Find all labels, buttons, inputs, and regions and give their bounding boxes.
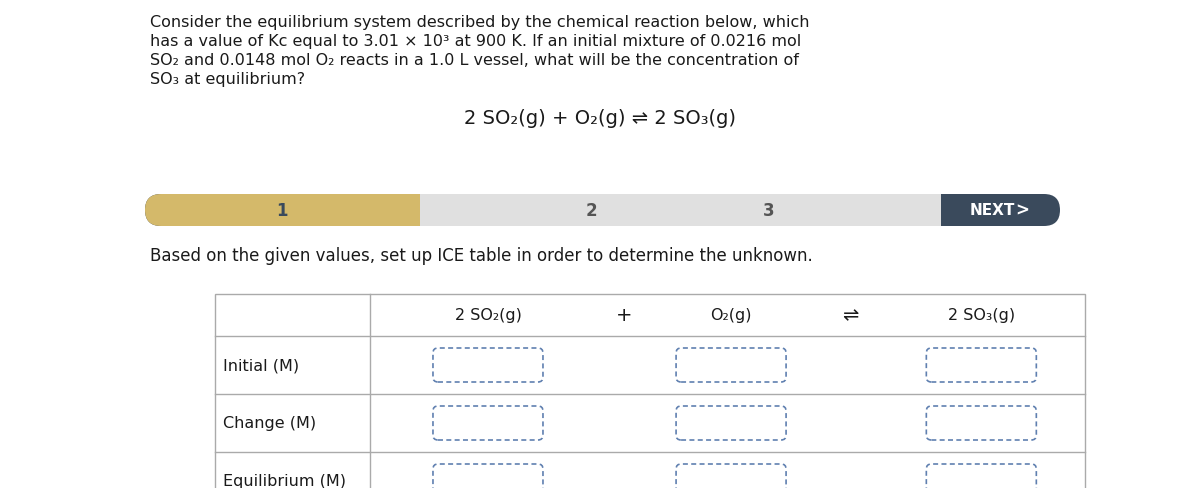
Text: ⇌: ⇌ [842, 306, 859, 325]
Text: 1: 1 [276, 202, 288, 220]
Text: has a value of Kc equal to 3.01 × 10³ at 900 K. If an initial mixture of 0.0216 : has a value of Kc equal to 3.01 × 10³ at… [150, 34, 802, 49]
Text: Initial (M): Initial (M) [223, 358, 299, 373]
FancyBboxPatch shape [676, 348, 786, 382]
FancyBboxPatch shape [676, 406, 786, 440]
FancyBboxPatch shape [433, 406, 542, 440]
Text: Change (M): Change (M) [223, 416, 316, 430]
Text: 2: 2 [586, 202, 598, 220]
Text: +: + [616, 306, 632, 325]
FancyBboxPatch shape [433, 464, 542, 488]
Text: Consider the equilibrium system described by the chemical reaction below, which: Consider the equilibrium system describe… [150, 15, 810, 30]
Text: 2 SO₃(g): 2 SO₃(g) [948, 308, 1015, 323]
Text: Based on the given values, set up ICE table in order to determine the unknown.: Based on the given values, set up ICE ta… [150, 246, 812, 264]
FancyBboxPatch shape [433, 348, 542, 382]
FancyBboxPatch shape [926, 464, 1037, 488]
FancyBboxPatch shape [926, 348, 1037, 382]
Bar [215, 294, 1085, 488]
Text: 2 SO₂(g): 2 SO₂(g) [455, 308, 522, 323]
Text: 2 SO₂(g) + O₂(g) ⇌ 2 SO₃(g): 2 SO₂(g) + O₂(g) ⇌ 2 SO₃(g) [464, 109, 736, 128]
FancyBboxPatch shape [145, 195, 436, 226]
FancyBboxPatch shape [926, 406, 1037, 440]
Text: SO₃ at equilibrium?: SO₃ at equilibrium? [150, 72, 305, 87]
FancyBboxPatch shape [145, 195, 1060, 226]
Text: >: > [1015, 202, 1030, 220]
Text: NEXT: NEXT [970, 203, 1015, 218]
Text: SO₂ and 0.0148 mol O₂ reacts in a 1.0 L vessel, what will be the concentration o: SO₂ and 0.0148 mol O₂ reacts in a 1.0 L … [150, 53, 799, 68]
Text: O₂(g): O₂(g) [710, 308, 752, 323]
Bar [420, 195, 941, 226]
FancyBboxPatch shape [676, 464, 786, 488]
Text: Equilibrium (M): Equilibrium (M) [223, 473, 346, 488]
Text: 3: 3 [763, 202, 775, 220]
